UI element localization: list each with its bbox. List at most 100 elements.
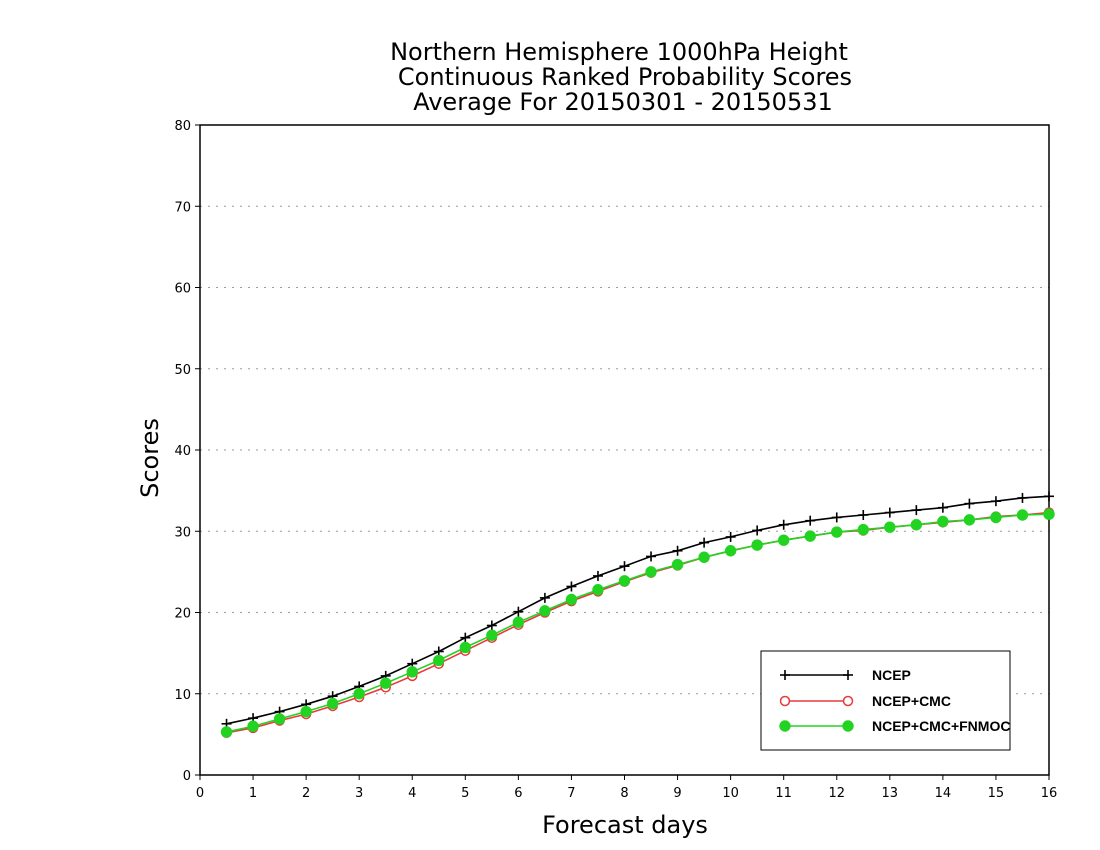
point-ncep-cmc-fnmoc-22 xyxy=(804,530,816,542)
chart-title-line-1: Northern Hemisphere 1000hPa Height xyxy=(390,38,848,66)
point-ncep-cmc-fnmoc-6 xyxy=(380,677,392,689)
legend-marker-start-ncep-cmc xyxy=(779,695,791,707)
point-ncep-cmc-fnmoc-17 xyxy=(671,558,684,571)
x-tick-label-3: 3 xyxy=(355,786,363,801)
series-ncep-cmc-fnmoc xyxy=(220,508,1055,738)
x-tick-label-15: 15 xyxy=(988,786,1005,801)
x-tick-label-9: 9 xyxy=(673,786,681,801)
x-tick-label-5: 5 xyxy=(461,786,469,801)
point-ncep-cmc-fnmoc-29 xyxy=(990,511,1002,524)
point-ncep-15 xyxy=(619,561,630,572)
point-ncep-cmc-fnmoc-27 xyxy=(937,515,949,528)
legend-label-ncep-cmc-fnmoc: NCEP+CMC+FNMOC xyxy=(872,718,1010,734)
legend-marker-end-ncep xyxy=(843,670,853,680)
point-ncep-cmc-fnmoc-28 xyxy=(963,514,976,526)
y-tick-label-70: 70 xyxy=(174,200,191,215)
y-axis-label: Scores xyxy=(136,418,164,498)
point-ncep-cmc-fnmoc-21 xyxy=(777,534,790,546)
point-ncep-22 xyxy=(805,515,816,526)
legend-marker-start-ncep xyxy=(780,670,790,680)
y-tick-label-20: 20 xyxy=(174,607,191,622)
x-tick-label-7: 7 xyxy=(567,786,575,801)
point-ncep-cmc-fnmoc-12 xyxy=(539,605,551,617)
point-ncep-9 xyxy=(460,632,471,643)
data-series xyxy=(220,491,1055,738)
point-ncep-cmc-fnmoc-18 xyxy=(698,551,710,563)
point-ncep-cmc-fnmoc-20 xyxy=(751,539,763,551)
y-tick-label-0: 0 xyxy=(183,769,191,784)
x-tick-label-12: 12 xyxy=(828,786,845,801)
x-tick-label-4: 4 xyxy=(408,786,416,801)
x-tick-label-10: 10 xyxy=(722,786,739,801)
legend-marker-start-ncep-cmc-fnmoc xyxy=(779,720,791,732)
point-ncep-cmc-fnmoc-3 xyxy=(300,705,312,718)
legend-label-ncep-cmc: NCEP+CMC xyxy=(872,693,951,709)
y-tick-label-10: 10 xyxy=(174,688,191,703)
point-ncep-cmc-fnmoc-10 xyxy=(486,629,498,641)
point-ncep-cmc-fnmoc-26 xyxy=(910,519,923,531)
point-ncep-18 xyxy=(699,537,710,548)
legend-label-ncep: NCEP xyxy=(872,667,911,683)
point-ncep-cmc-fnmoc-16 xyxy=(645,566,657,578)
point-ncep-cmc-fnmoc-8 xyxy=(433,654,445,667)
series-ncep xyxy=(221,491,1054,729)
point-ncep-cmc-fnmoc-24 xyxy=(857,523,869,536)
x-tick-label-1: 1 xyxy=(249,786,257,801)
legend-marker-end-ncep-cmc-fnmoc xyxy=(842,720,854,732)
x-tick-label-16: 16 xyxy=(1041,786,1058,801)
point-ncep-cmc-fnmoc-1 xyxy=(247,720,259,732)
y-tick-label-40: 40 xyxy=(174,444,191,459)
point-ncep-cmc-fnmoc-14 xyxy=(592,584,604,596)
x-tick-label-2: 2 xyxy=(302,786,310,801)
point-ncep-19 xyxy=(725,531,736,542)
point-ncep-cmc-fnmoc-30 xyxy=(1016,509,1029,521)
point-ncep-14 xyxy=(592,570,603,581)
point-ncep-24 xyxy=(858,510,869,520)
x-tick-label-11: 11 xyxy=(775,786,792,801)
x-tick-label-8: 8 xyxy=(620,786,628,801)
point-ncep-cmc-fnmoc-5 xyxy=(353,688,365,700)
y-tick-label-60: 60 xyxy=(174,282,191,297)
point-ncep-cmc-fnmoc-2 xyxy=(273,713,286,725)
x-tick-label-14: 14 xyxy=(935,786,952,801)
x-tick-label-13: 13 xyxy=(882,786,899,801)
point-ncep-26 xyxy=(911,505,922,516)
point-ncep-17 xyxy=(672,545,683,556)
x-tick-label-6: 6 xyxy=(514,786,522,801)
point-ncep-29 xyxy=(990,496,1001,507)
x-tick-label-0: 0 xyxy=(196,786,204,801)
point-ncep-13 xyxy=(566,581,577,592)
grid-lines xyxy=(200,205,1049,695)
chart-title: Northern Hemisphere 1000hPa Height Conti… xyxy=(390,38,852,116)
point-ncep-11 xyxy=(513,606,524,617)
point-ncep-25 xyxy=(884,507,895,518)
point-ncep-16 xyxy=(646,551,657,562)
x-axis-label: Forecast days xyxy=(542,811,708,839)
point-ncep-cmc-fnmoc-7 xyxy=(406,666,418,678)
point-ncep-cmc-fnmoc-23 xyxy=(831,526,843,538)
point-ncep-cmc-fnmoc-9 xyxy=(459,641,472,654)
point-ncep-21 xyxy=(778,519,789,530)
point-ncep-cmc-fnmoc-0 xyxy=(220,726,233,738)
y-tick-label-30: 30 xyxy=(174,525,191,540)
point-ncep-cmc-fnmoc-4 xyxy=(326,697,339,710)
chart-title-line-2: Continuous Ranked Probability Scores xyxy=(398,63,852,91)
point-ncep-cmc-fnmoc-15 xyxy=(618,575,631,587)
point-ncep-cmc-fnmoc-13 xyxy=(565,593,578,606)
point-ncep-12 xyxy=(539,592,550,603)
point-ncep-cmc-fnmoc-31 xyxy=(1043,508,1055,520)
point-ncep-10 xyxy=(486,620,497,631)
point-ncep-cmc-fnmoc-25 xyxy=(884,521,896,533)
point-ncep-23 xyxy=(831,512,842,523)
chart-title-line-3: Average For 20150301 - 20150531 xyxy=(413,88,833,116)
point-ncep-20 xyxy=(752,525,763,536)
y-tick-label-50: 50 xyxy=(174,363,191,378)
point-ncep-28 xyxy=(964,498,975,509)
point-ncep-30 xyxy=(1017,492,1028,503)
y-tick-label-80: 80 xyxy=(174,119,191,134)
point-ncep-cmc-fnmoc-11 xyxy=(512,616,525,628)
point-ncep-cmc-fnmoc-19 xyxy=(724,545,737,557)
legend-marker-end-ncep-cmc xyxy=(842,695,854,707)
